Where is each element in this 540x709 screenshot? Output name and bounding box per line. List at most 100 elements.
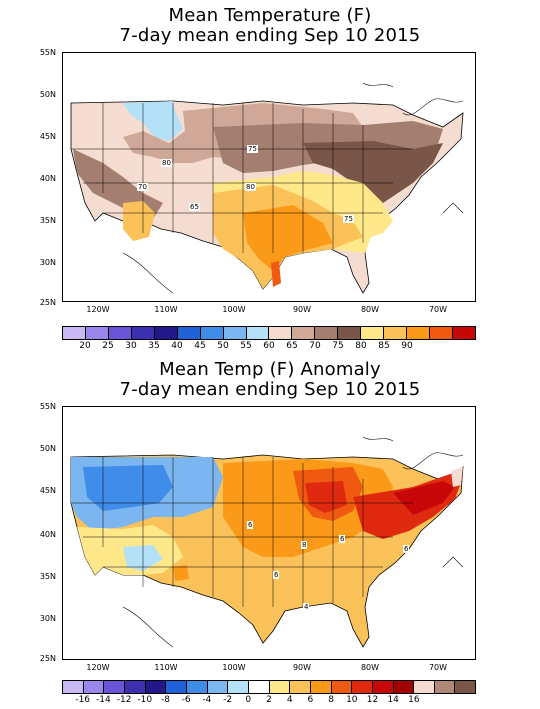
top-lat-35n: 35N [39,216,56,225]
top-colorbar-swatch-3 [131,327,155,339]
bottom-colorbar-label: -14 [96,695,111,705]
top-colorbar-swatch-16 [430,327,453,339]
region-90-south [243,205,333,271]
coastlines [122,82,464,294]
bottom-colorbar [62,680,476,694]
top-colorbar-label: 30 [125,341,137,351]
bottom-contour-label-4: 6 [339,535,346,543]
bottom-contour-label-3: 8 [301,541,308,549]
top-title-line1: Mean Temperature (F) [168,5,372,26]
top-contour-label-3: 70 [137,183,148,191]
bottom-colorbar-swatch-14 [352,681,373,693]
top-lat-55n: 55N [39,48,56,57]
bottom-lat-50n: 50N [39,444,56,453]
bottom-colorbar-swatch-2 [104,681,125,693]
bottom-colorbar-swatch-7 [207,681,229,693]
state-borders [71,457,413,607]
bottom-colorbar-label: 2 [266,695,272,705]
bottom-colorbar-label: 12 [366,695,379,705]
top-lat-45n: 45N [39,132,56,141]
region-dark-warm-sw [173,565,189,581]
top-lon-100w: 100W [222,305,246,314]
top-contour-label-4: 65 [189,203,200,211]
bottom-lat-55n: 55N [39,402,56,411]
bottom-colorbar-label: -2 [223,695,233,705]
top-contour-label-1: 75 [247,145,258,153]
top-lon-70w: 70W [428,305,448,314]
top-colorbar-label: 70 [309,341,321,351]
bottom-colorbar-label: 0 [245,695,252,705]
top-contour-label-6: 75 [343,215,354,223]
bottom-colorbar-swatch-17 [414,681,435,693]
top-colorbar-swatch-2 [108,327,132,339]
top-colorbar-swatch-13 [361,327,385,339]
top-colorbar-swatch-4 [154,327,178,339]
top-lat-30n: 30N [39,258,56,267]
region-hottest-ne [393,481,455,515]
top-colorbar-swatch-17 [452,327,475,339]
bottom-lat-40n: 40N [39,530,56,539]
bottom-anomaly-map: 6 6 8 6 6 4 [62,406,476,660]
region-hottest-lakes [305,481,347,513]
bottom-colorbar-swatch-12 [310,681,332,693]
bottom-colorbar-label: 6 [307,695,314,705]
bottom-colorbar-label: -4 [202,695,212,705]
top-lon-80w: 80W [360,305,380,314]
top-colorbar-label: 35 [148,341,160,351]
top-lat-25n: 25N [39,298,56,307]
region-75-dark [303,141,443,203]
top-colorbar [62,326,476,340]
top-colorbar-label: 80 [355,341,367,351]
top-colorbar-swatch-5 [177,327,201,339]
bottom-lat-35n: 35N [39,572,56,581]
region-hot-spot [271,261,281,287]
bottom-colorbar-swatch-11 [290,681,311,693]
top-colorbar-swatch-14 [384,327,408,339]
top-colorbar-label: 65 [286,341,298,351]
coastlines [122,436,464,648]
bottom-lon-100w: 100W [222,663,246,672]
top-colorbar-swatch-10 [292,327,316,339]
bottom-colorbar-swatch-9 [248,681,270,693]
top-colorbar-label: 50 [217,341,229,351]
top-colorbar-swatch-12 [338,327,362,339]
top-colorbar-label: 25 [102,341,114,351]
region-sw-hot [123,201,155,241]
bottom-colorbar-swatch-13 [331,681,353,693]
bottom-colorbar-swatch-8 [228,681,249,693]
bottom-colorbar-swatch-0 [63,681,84,693]
bottom-colorbar-label: -10 [137,695,153,705]
bottom-colorbar-label: 10 [346,695,358,705]
bottom-colorbar-swatch-4 [145,681,167,693]
region-cooler-west [83,465,173,511]
bottom-contour-label-2: 6 [273,571,280,579]
bottom-colorbar-swatch-3 [124,681,146,693]
bottom-lon-90w: 90W [292,663,312,672]
bottom-lon-120w: 120W [86,663,110,672]
bottom-title-line1: Mean Temp (F) Anomaly [159,359,381,380]
top-colorbar-label: 90 [401,341,413,351]
top-lon-90w: 90W [292,305,312,314]
top-contour-label-5: 80 [245,183,256,191]
top-title-line2: 7-day mean ending Sep 10 2015 [119,25,421,46]
top-colorbar-label: 40 [171,341,183,351]
bottom-colorbar-swatch-16 [393,681,415,693]
bottom-colorbar-swatch-10 [269,681,291,693]
bottom-colorbar-label: 4 [286,695,293,705]
region-cool-north [123,101,183,141]
bottom-lon-110w: 110W [154,663,178,672]
bottom-lat-25n: 25N [39,654,56,663]
top-lon-120w: 120W [86,305,110,314]
bottom-colorbar-swatch-19 [455,681,476,693]
bottom-contour-label-1: 6 [247,521,254,529]
state-borders [71,103,413,253]
top-temperature-map: 75 80 70 65 80 75 [62,52,476,302]
bottom-colorbar-swatch-15 [372,681,394,693]
bottom-colorbar-label: -6 [181,695,191,705]
bottom-title-line2: 7-day mean ending Sep 10 2015 [119,379,421,400]
top-map-canvas [70,82,464,294]
top-colorbar-swatch-1 [85,327,109,339]
bottom-contour-label-5: 6 [403,545,410,553]
top-colorbar-swatch-6 [200,327,224,339]
top-colorbar-swatch-15 [407,327,430,339]
